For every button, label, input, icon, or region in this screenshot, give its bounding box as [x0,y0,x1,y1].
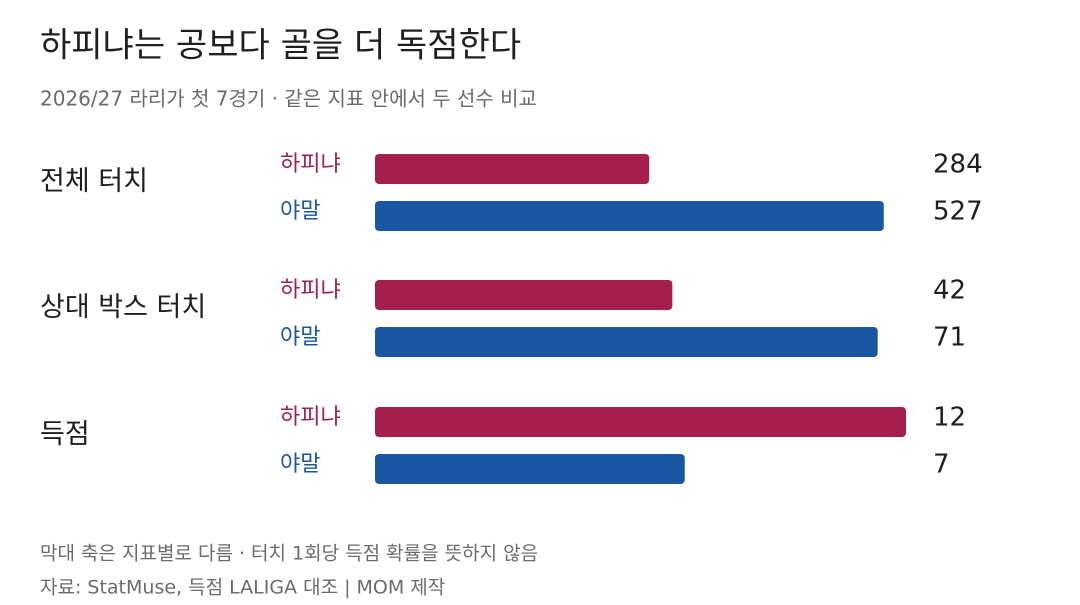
value-label: 12 [933,403,966,433]
bar [375,154,650,184]
group-label: 상대 박스 터치 [40,292,206,323]
group-label: 득점 [40,419,90,450]
series-label: 야말 [280,325,320,350]
bar [375,454,685,484]
bar [375,201,884,231]
value-label: 284 [933,150,983,180]
value-label: 71 [933,323,966,353]
bar [375,407,906,437]
bar [375,280,673,310]
series-label: 야말 [280,452,320,477]
source-note: 자료: StatMuse, 득점 LALIGA 대조 | MOM 제작 [40,577,445,599]
chart-subtitle: 2026/27 라리가 첫 7경기 · 같은 지표 안에서 두 선수 비교 [40,87,537,111]
value-label: 7 [933,450,950,480]
series-label: 야말 [280,199,320,224]
value-label: 42 [933,276,966,306]
series-label: 하피냐 [280,405,341,430]
note: 막대 축은 지표별로 다름 · 터치 1회당 득점 확률을 뜻하지 않음 [40,543,538,565]
bar [375,327,878,357]
group-label: 전체 터치 [40,166,148,197]
series-label: 하피냐 [280,152,341,177]
chart-title: 하피냐는 공보다 골을 더 독점한다 [40,26,521,66]
value-label: 527 [933,197,983,227]
series-label: 하피냐 [280,278,341,303]
